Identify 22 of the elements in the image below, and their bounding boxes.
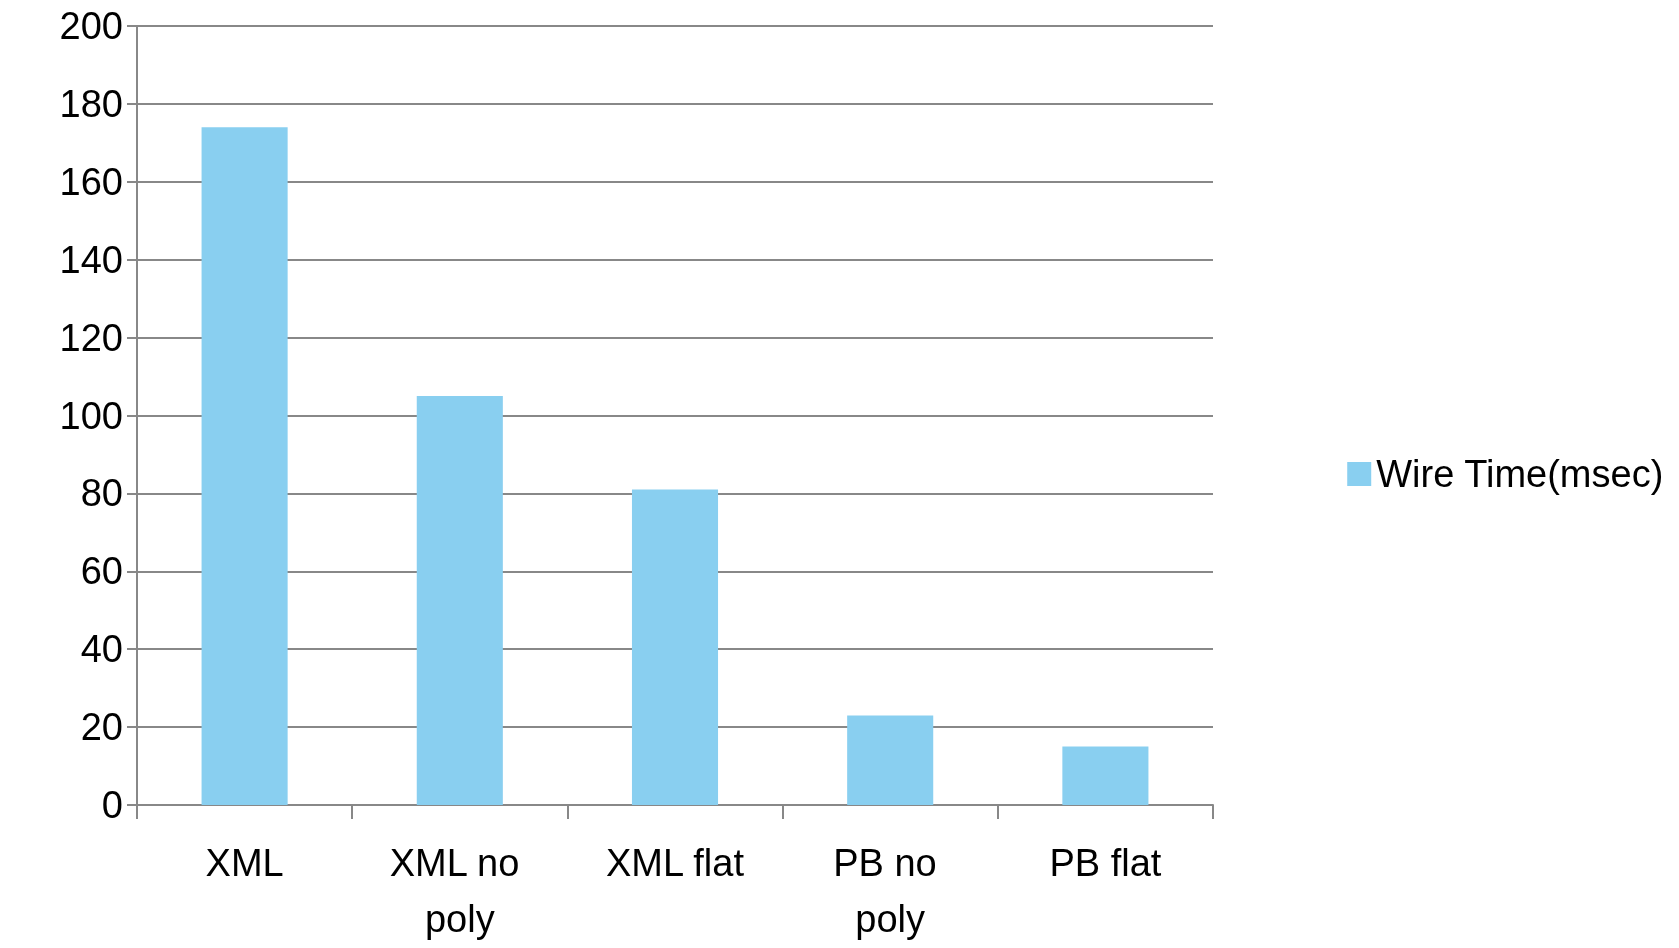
bar — [1062, 746, 1149, 805]
y-tick-label: 160 — [59, 160, 123, 203]
y-tick-label: 0 — [101, 784, 123, 826]
x-tick-label: XML no poly — [389, 842, 530, 940]
bar — [416, 396, 503, 805]
y-tick-label: 180 — [59, 82, 123, 125]
y-tick-label: 140 — [59, 238, 123, 281]
x-tick-label: XML — [205, 842, 284, 884]
bar — [201, 127, 288, 805]
x-tick-label: PB no poly — [833, 842, 948, 940]
y-tick-label: 80 — [80, 472, 123, 515]
y-tick-label: 60 — [80, 550, 123, 593]
y-tick-label: 120 — [59, 316, 123, 359]
y-tick-label: 40 — [80, 628, 123, 671]
y-tick-label: 20 — [80, 706, 123, 749]
x-tick-label: XML flat — [606, 842, 745, 884]
y-tick-label: 100 — [59, 394, 123, 437]
legend-label: Wire Time(msec) — [1376, 453, 1664, 495]
x-tick-label: PB flat — [1049, 842, 1162, 884]
bar — [631, 489, 719, 805]
bar — [847, 715, 934, 805]
y-tick-label: 200 — [59, 5, 123, 47]
